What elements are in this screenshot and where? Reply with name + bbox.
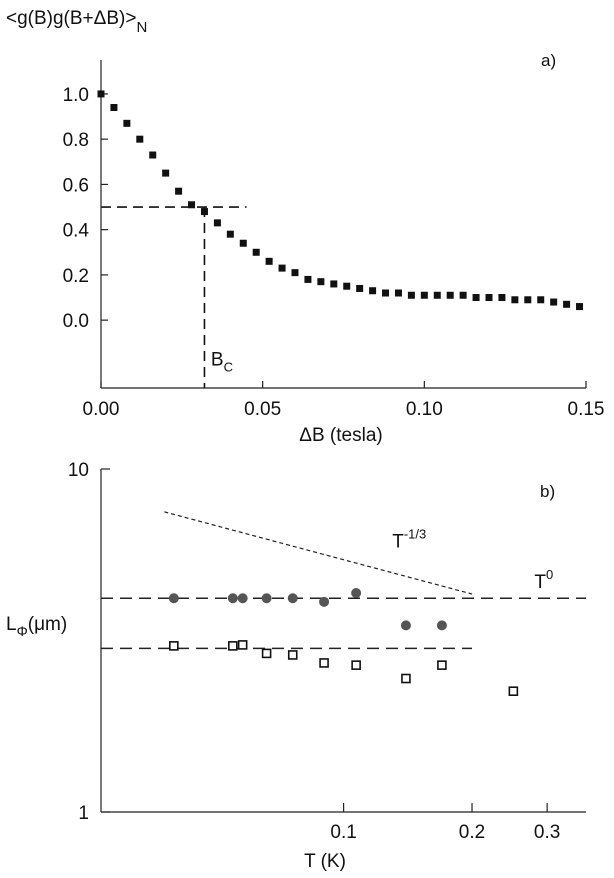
panel-b-data-point-circle [287, 593, 298, 604]
panel-a-data-point [175, 187, 183, 195]
panel-a-data-point [149, 151, 157, 159]
panel-a-x-tick-label: 0.10 [406, 399, 443, 420]
panel-a-data-point [369, 287, 377, 295]
panel-b-data-point-square [401, 673, 411, 684]
panel-a-data-point [394, 289, 402, 297]
panel-a-data-point [226, 230, 234, 238]
panel-a-data-point [524, 296, 532, 304]
panel-b-data-point-square [228, 641, 238, 651]
panel-a-data-point [498, 294, 506, 302]
panel-a-data-point [252, 248, 260, 256]
panel-a-data-point [550, 298, 558, 306]
panel-a-data-point [382, 289, 390, 297]
panel-a-data-point [110, 104, 118, 112]
panel-b-data-point-square [287, 650, 298, 660]
panel-a-x-tick-label: 0.00 [83, 399, 120, 420]
panel-a-data-point [239, 239, 247, 247]
panel-a-label: a) [541, 51, 556, 70]
panel-a-x-tick-label: 0.15 [568, 399, 605, 420]
panel-a-y-tick-label: 1.0 [63, 85, 89, 106]
panel-a-data-point [407, 291, 415, 299]
panel-a-y-tick-label: 0.6 [63, 175, 89, 196]
panel-b-y-axis-label: LΦ(μm) [6, 614, 67, 639]
panel-b-data-point-square [261, 648, 272, 659]
panel-b-data-points [168, 587, 519, 697]
panel-b-data-point-circle [227, 593, 238, 604]
panel-a-y-axis-label: <g(B)g(B+ΔB)>N [6, 8, 147, 36]
panel-b-reference-line-power-law [164, 511, 473, 595]
panel-a-x-axis-label: ΔB (tesla) [299, 425, 382, 446]
panel-b-data-point-square [437, 660, 447, 670]
panel-a-data-point [162, 169, 170, 177]
panel-b-data-point-square [237, 640, 248, 650]
panel-a-data-point [304, 275, 312, 283]
panel-b-data-point-square [351, 660, 361, 670]
panel-b-x-tick-label: 0.3 [534, 822, 560, 843]
panel-b-y-tick-label: 10 [68, 460, 89, 481]
panel-a-data-point [563, 300, 571, 308]
panel-a-data-point [330, 280, 338, 288]
panel-b-annotation-t-minus-third: T-1/3 [392, 527, 426, 553]
panel-b-data-point-circle [319, 596, 330, 607]
panel-a-data-point [459, 291, 467, 299]
panel-a-y-tick-label: 0.8 [63, 130, 89, 151]
panel-a-data-point [472, 294, 480, 302]
panel-b-annotation-t-zero: T0 [534, 567, 553, 593]
panel-a-annotation-bc: BC [211, 349, 233, 374]
panel-b-data-point-circle [351, 587, 362, 598]
panel-a-axes [100, 60, 586, 389]
panel-a-data-point [200, 208, 208, 216]
panel-b-ticks: 0.1 0.2 0.3 10 1 [68, 460, 560, 843]
panel-a-data-point [511, 296, 519, 304]
panel-b-data-point-square [319, 658, 329, 668]
panel-a-data-point [213, 219, 221, 227]
panel-a-y-tick-label: 0.0 [63, 311, 89, 332]
panel-a-data-point [97, 90, 105, 98]
panel-b-data-point-circle [261, 593, 272, 604]
panel-a-data-point [537, 296, 545, 304]
panel-a-data-point [188, 201, 196, 209]
panel-a-data-point [291, 269, 299, 277]
panel-b-data-point-circle [400, 620, 411, 631]
panel-a-data-point [446, 291, 454, 299]
panel-b-data-point-circle [168, 593, 179, 604]
panel-a-data-point [136, 135, 144, 143]
panel-a-data-point [576, 303, 584, 311]
panel-a-ticks: 0.00 0.05 0.10 0.15 1.0 0.8 0.6 0.4 0.2 0.0 [63, 85, 605, 420]
panel-b-data-point-circle [436, 620, 447, 631]
panel-a-data-point [278, 264, 286, 272]
panel-a-data-point [433, 291, 441, 299]
panel-a-data-point [123, 119, 131, 127]
panel-a-data-point [265, 257, 273, 265]
panel-a: 0.00 0.05 0.10 0.15 1.0 0.8 0.6 0.4 0.2 0.0 <g(B)… [6, 8, 604, 446]
panel-a-data-point [343, 282, 351, 290]
panel-a-x-tick-label: 0.05 [244, 399, 281, 420]
panel-a-y-tick-label: 0.4 [63, 221, 90, 242]
panel-b-x-axis-label: T (K) [304, 851, 346, 872]
panel-b-x-tick-label: 0.1 [330, 822, 356, 843]
panel-b-reference-lines [101, 511, 586, 650]
panel-a-data-point [356, 284, 364, 292]
panel-a-data-point [420, 291, 428, 299]
panel-b-axes [100, 469, 586, 813]
panel-b: 0.1 0.2 0.3 10 1 LΦ(μm) T (K) b) T-1/3 T0 [6, 460, 586, 872]
panel-b-x-tick-label: 0.2 [459, 822, 485, 843]
panel-a-data-point [485, 294, 493, 302]
panel-a-reference-lines [101, 206, 247, 388]
panel-a-y-tick-label: 0.2 [63, 266, 89, 287]
panel-b-data-point-square [508, 686, 519, 697]
panel-b-data-point-circle [237, 593, 248, 604]
panel-b-y-tick-label: 1 [78, 803, 89, 824]
panel-b-data-point-square [169, 641, 179, 651]
panel-a-data-point [317, 278, 325, 286]
panel-b-label: b) [540, 482, 555, 501]
panel-a-data-points [97, 90, 584, 311]
